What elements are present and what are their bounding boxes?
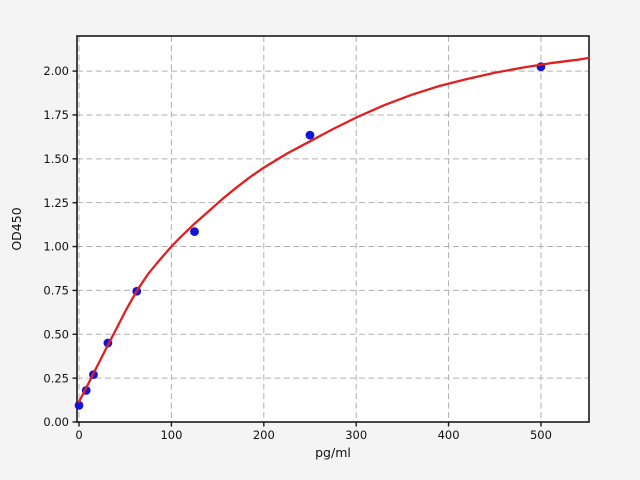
x-axis-label: pg/ml (315, 445, 351, 460)
plot-border (76, 35, 590, 423)
x-tick-label: 400 (438, 428, 460, 442)
x-tick-label: 500 (530, 428, 552, 442)
y-tick-label: 1.25 (43, 196, 69, 210)
y-tick-label: 1.00 (43, 240, 69, 254)
y-tick-label: 0.00 (43, 415, 69, 429)
y-tick-label: 1.50 (43, 152, 69, 166)
data-point (305, 130, 315, 140)
y-axis-label: OD450 (9, 207, 24, 250)
y-tick-label: 0.75 (43, 284, 69, 298)
y-tick-label: 0.25 (43, 371, 69, 385)
y-tick-label: 1.75 (43, 108, 69, 122)
plot-area (77, 36, 589, 422)
x-tick-label: 300 (345, 428, 367, 442)
data-point (74, 400, 84, 410)
x-tick-label: 0 (75, 428, 82, 442)
x-tick-label: 200 (253, 428, 275, 442)
x-tick-label: 100 (160, 428, 182, 442)
fit-curve-line (77, 56, 591, 403)
y-tick-label: 2.00 (43, 64, 69, 78)
y-tick-label: 0.50 (43, 327, 69, 341)
data-point (190, 227, 199, 237)
